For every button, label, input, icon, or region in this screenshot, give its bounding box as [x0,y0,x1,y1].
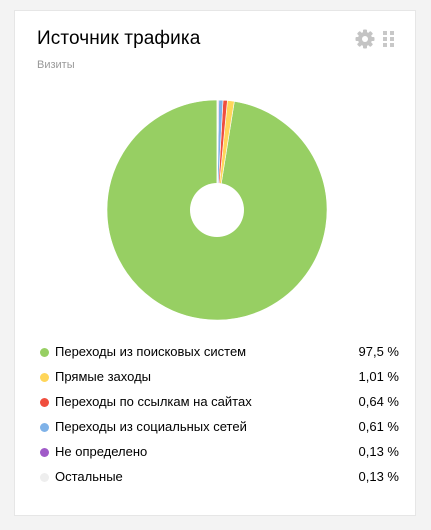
legend-item[interactable]: Остальные 0,13 % [37,466,399,491]
donut-hole [190,183,244,237]
legend-label: Переходы из социальных сетей [55,419,247,434]
legend-item[interactable]: Переходы из поисковых систем 97,5 % [37,341,399,366]
legend-label: Остальные [55,469,123,484]
traffic-source-widget: Источник трафика Визиты Переходы из поис… [14,10,416,516]
legend-item[interactable]: Переходы из социальных сетей 0,61 % [37,416,399,441]
legend-value: 1,01 % [358,369,399,384]
legend-label: Не определено [55,444,148,459]
legend-dot-icon [40,448,49,457]
legend-value: 0,13 % [358,469,399,484]
drag-handle-icon[interactable] [383,31,395,48]
legend-value: 0,13 % [358,444,399,459]
legend-dot-icon [40,348,49,357]
widget-title: Источник трафика [37,28,201,49]
widget-subtitle: Визиты [37,59,75,71]
legend-value: 97,5 % [358,344,399,359]
legend-label: Переходы из поисковых систем [55,344,247,359]
legend-value: 0,61 % [358,419,399,434]
legend-dot-icon [40,398,49,407]
legend-item[interactable]: Не определено 0,13 % [37,441,399,466]
legend-dot-icon [40,473,49,482]
legend-label: Прямые заходы [55,369,152,384]
chart-legend: Переходы из поисковых систем 97,5 % Прямые… [37,341,399,491]
legend-label: Переходы по ссылкам на сайтах [55,394,252,409]
pie-chart [106,99,328,321]
pie-slice-5[interactable] [216,99,219,211]
legend-item[interactable]: Прямые заходы 1,01 % [37,366,399,391]
legend-value: 0,64 % [358,394,399,409]
legend-dot-icon [40,423,49,432]
legend-item[interactable]: Переходы по ссылкам на сайтах 0,64 % [37,391,399,416]
legend-dot-icon [40,373,49,382]
gear-icon[interactable] [355,29,375,49]
